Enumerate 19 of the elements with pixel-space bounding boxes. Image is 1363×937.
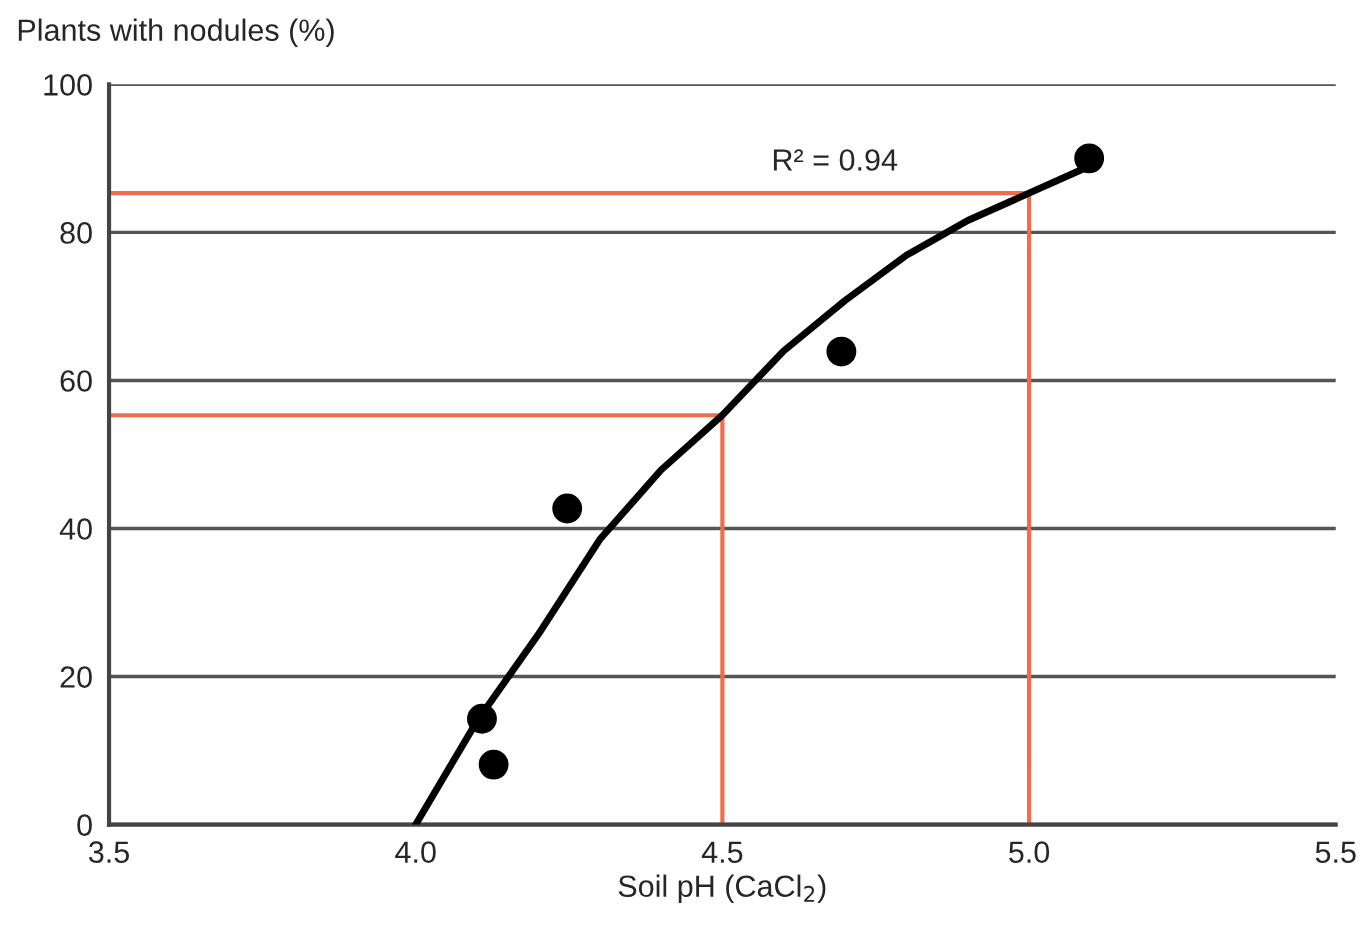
point	[467, 703, 497, 734]
point	[478, 749, 509, 780]
x-tick-label: 5.5	[1315, 841, 1356, 863]
x-tick-label: 3.5	[88, 841, 129, 863]
y-tick-label: 80	[60, 222, 92, 244]
point	[552, 493, 583, 524]
y-tick-label: 60	[60, 370, 92, 392]
x-tick-label: 4.5	[701, 841, 743, 863]
y-tick-label: 100	[44, 74, 92, 96]
y-tick-label: 0	[77, 814, 92, 836]
annotation: R² = 0.94	[773, 149, 898, 171]
point	[1074, 143, 1105, 174]
x-tick-label: 5.0	[1009, 841, 1050, 863]
y-tick-label: 40	[59, 518, 92, 540]
y-axis-title: Plants with nodules (%)	[18, 18, 334, 48]
x-tick-label: 4.0	[395, 841, 436, 863]
y-tick-label: 20	[60, 666, 92, 688]
x-axis-title: Soil pH (CaCl$_{2}$)	[618, 874, 826, 904]
point	[826, 336, 857, 367]
